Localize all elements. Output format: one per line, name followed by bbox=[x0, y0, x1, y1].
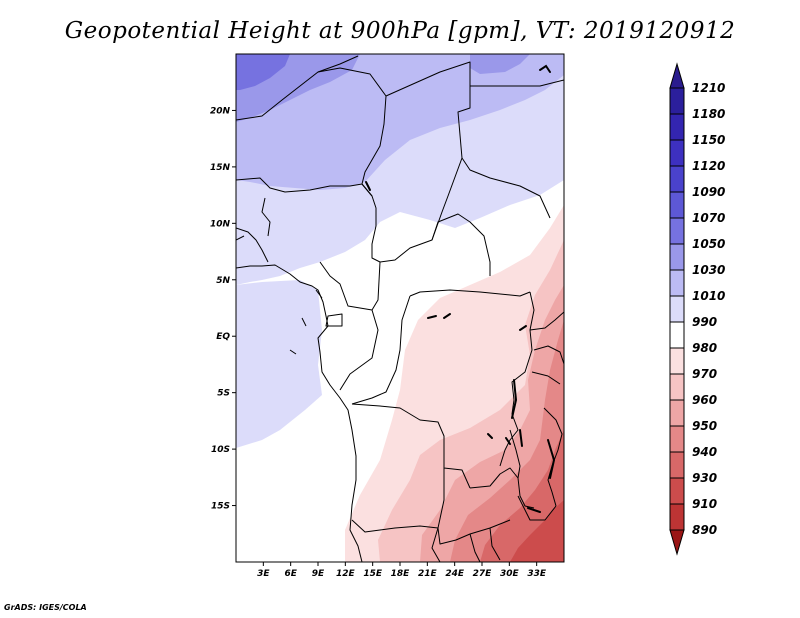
x-tick-label: 9E bbox=[312, 569, 325, 579]
height-field bbox=[236, 54, 564, 562]
colorbar-box bbox=[669, 243, 685, 271]
colorbar-label: 960 bbox=[692, 393, 717, 407]
colorbar-label: 1180 bbox=[692, 107, 725, 121]
y-tick-label: 5N bbox=[216, 276, 230, 286]
colorbar-box bbox=[669, 451, 685, 479]
colorbar-box bbox=[669, 477, 685, 505]
y-axis: 20N 15N 10N 5N EQ 5S 10S 15S bbox=[210, 106, 236, 512]
colorbar-box bbox=[669, 217, 685, 245]
colorbar-box bbox=[669, 425, 685, 453]
colorbar-label: 1210 bbox=[692, 81, 725, 95]
colorbar-box bbox=[669, 139, 685, 167]
lakes bbox=[365, 64, 556, 513]
contour-1070-band bbox=[236, 54, 290, 90]
colorbar-label: 910 bbox=[692, 497, 717, 511]
colorbar-box bbox=[669, 191, 685, 219]
grads-credit: GrADS: IGES/COLA bbox=[4, 603, 87, 612]
colorbar-label: 990 bbox=[692, 315, 717, 329]
colorbar-label: 890 bbox=[692, 523, 717, 537]
contour-1010-west bbox=[236, 280, 322, 448]
colorbar-label: 940 bbox=[692, 445, 717, 459]
x-tick-label: 18E bbox=[391, 569, 411, 579]
x-tick-label: 33E bbox=[527, 569, 547, 579]
colorbar-box bbox=[669, 295, 685, 323]
colorbar-label: 1120 bbox=[692, 159, 725, 173]
coastline bbox=[236, 264, 363, 562]
x-tick-label: 24E bbox=[445, 569, 465, 579]
x-tick-label: 27E bbox=[473, 569, 493, 579]
colorbar-label: 1090 bbox=[692, 185, 725, 199]
x-tick-label: 6E bbox=[284, 569, 297, 579]
colorbar-label: 1030 bbox=[692, 263, 725, 277]
x-tick-label: 12E bbox=[336, 569, 356, 579]
colorbar-box bbox=[669, 113, 685, 141]
colorbar-label: 1050 bbox=[692, 237, 725, 251]
y-tick-label: 5S bbox=[217, 389, 230, 399]
colorbar-top-arrow bbox=[669, 62, 685, 89]
y-tick-label: EQ bbox=[216, 332, 230, 342]
colorbar-box bbox=[669, 87, 685, 115]
colorbar-label: 1010 bbox=[692, 289, 725, 303]
colorbar-box bbox=[669, 321, 685, 349]
colorbar-box bbox=[669, 165, 685, 193]
colorbar-box bbox=[669, 399, 685, 427]
colorbar-label: 930 bbox=[692, 471, 717, 485]
colorbar-box bbox=[669, 269, 685, 297]
x-tick-label: 3E bbox=[257, 569, 270, 579]
contour-930-band bbox=[510, 500, 564, 562]
colorbar-label: 1070 bbox=[692, 211, 725, 225]
colorbar: 1210 1180 1150 1120 1090 1070 1050 1030 1010 990 9… bbox=[669, 62, 725, 556]
contour-1050-ne bbox=[470, 54, 530, 74]
colorbar-label: 1150 bbox=[692, 133, 725, 147]
colorbar-box bbox=[669, 347, 685, 375]
y-tick-label: 15N bbox=[210, 163, 231, 173]
x-axis: 3E 6E 9E 12E 15E 18E 21E 24E 27E 30E 33E bbox=[257, 562, 547, 579]
x-tick-label: 15E bbox=[363, 569, 383, 579]
colorbar-bottom-arrow bbox=[669, 529, 685, 556]
colorbar-label: 980 bbox=[692, 341, 717, 355]
colorbar-label: 970 bbox=[692, 367, 717, 381]
contour-1030-band bbox=[236, 54, 564, 190]
colorbar-label: 950 bbox=[692, 419, 717, 433]
x-tick-label: 30E bbox=[500, 569, 520, 579]
colorbar-box bbox=[669, 373, 685, 401]
y-tick-label: 15S bbox=[211, 502, 230, 512]
y-tick-label: 10N bbox=[210, 219, 231, 229]
y-tick-label: 20N bbox=[210, 106, 231, 116]
colorbar-box bbox=[669, 503, 685, 531]
chart-title: Geopotential Height at 900hPa [gpm], VT:… bbox=[64, 18, 736, 44]
x-tick-label: 21E bbox=[418, 569, 438, 579]
y-tick-label: 10S bbox=[211, 445, 230, 455]
country-borders bbox=[236, 55, 564, 562]
